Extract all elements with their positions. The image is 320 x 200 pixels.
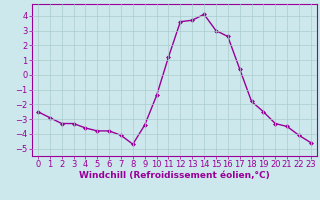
X-axis label: Windchill (Refroidissement éolien,°C): Windchill (Refroidissement éolien,°C) <box>79 171 270 180</box>
